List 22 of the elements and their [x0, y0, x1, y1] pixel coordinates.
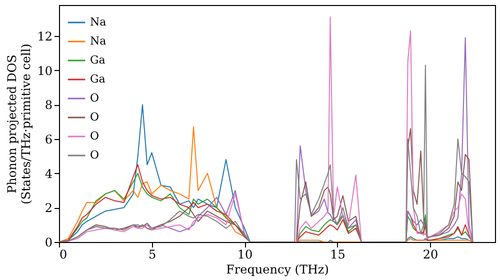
- legend-label: Na: [90, 16, 107, 28]
- y-tick-label: 12: [37, 29, 52, 44]
- x-tick-label: 20: [422, 248, 438, 262]
- y-tick-label: 0: [44, 236, 52, 250]
- y-tick-label: 4: [44, 166, 53, 181]
- y-tick-label: 2: [44, 201, 52, 216]
- legend-label: O: [90, 110, 100, 124]
- legend-label: O: [90, 92, 100, 104]
- x-tick-label: 10: [237, 248, 253, 262]
- x-axis-title: Frequency (THz): [226, 262, 329, 276]
- y-tick-label: 8: [44, 98, 52, 112]
- legend-label: Ga: [90, 72, 106, 86]
- y-tick-label: 6: [44, 132, 52, 146]
- x-tick-label: 15: [330, 248, 346, 262]
- legend-label: O: [90, 130, 100, 142]
- legend-label: Na: [90, 34, 107, 48]
- x-tick-label: 5: [148, 248, 156, 262]
- y-tick-label: 10: [37, 64, 52, 78]
- legend-label: Ga: [90, 54, 106, 66]
- x-tick-label: 0: [60, 248, 68, 262]
- y-axis-title: Phonon projected DOS (States/THz·primitive cell): [5, 44, 34, 204]
- legend-label: O: [90, 148, 100, 162]
